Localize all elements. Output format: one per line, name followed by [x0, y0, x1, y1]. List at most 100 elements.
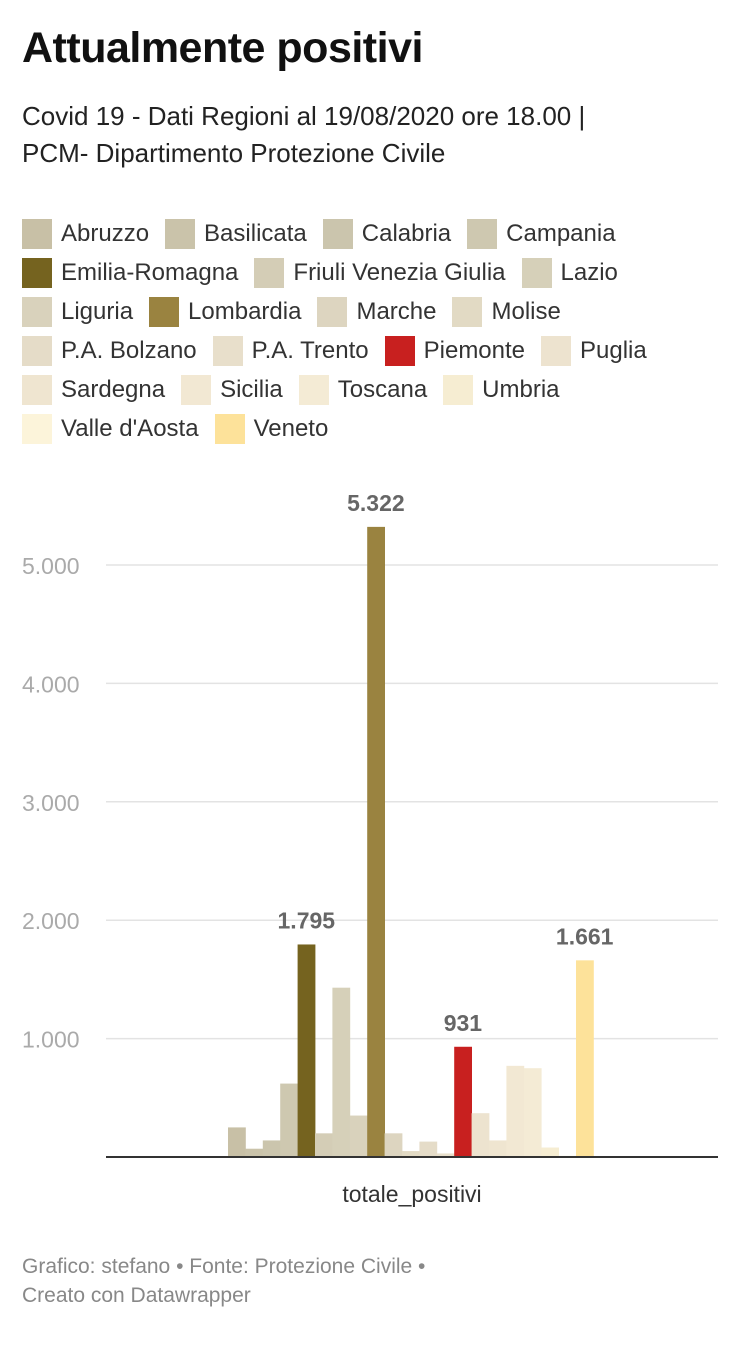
legend-swatch: [149, 296, 180, 327]
legend-label: Sicilia: [220, 375, 283, 403]
bar: [454, 1046, 472, 1157]
subtitle-line-1: Covid 19 - Dati Regioni al 19/08/2020 or…: [22, 101, 586, 131]
x-category-label: totale_positivi: [342, 1181, 481, 1207]
legend-item: Molise: [452, 292, 561, 331]
legend-label: Molise: [491, 297, 561, 325]
legend-swatch: [443, 374, 474, 405]
legend-item: P.A. Bolzano: [22, 331, 197, 370]
bar-chart-plot: 1.000 2.000 3.000 4.000 5.000 1.795 5.322 931 1.…: [22, 490, 718, 1207]
legend-label: Sardegna: [61, 375, 166, 403]
legend-swatch: [22, 374, 52, 405]
bar: [576, 960, 594, 1157]
bar: [228, 1127, 246, 1157]
bar: [506, 1065, 525, 1157]
legend-swatch: [22, 335, 52, 366]
legend-label: P.A. Bolzano: [61, 336, 197, 364]
legend-swatch: [317, 296, 348, 327]
legend-label: Basilicata: [204, 219, 307, 247]
legend-label: Emilia-Romagna: [61, 258, 239, 286]
legend-label: Marche: [356, 297, 437, 325]
legend-label: Liguria: [61, 297, 134, 325]
legend-swatch: [467, 218, 498, 249]
legend-swatch: [22, 296, 52, 327]
legend-label: Puglia: [580, 336, 647, 364]
y-tick-label: 4.000: [22, 671, 80, 697]
legend-item: Umbria: [443, 370, 560, 409]
bar: [367, 526, 385, 1157]
bar: [489, 1140, 507, 1157]
bar-value-label: 1.795: [278, 907, 336, 933]
bar-value-label: 1.661: [556, 923, 614, 949]
legend-swatch: [298, 374, 329, 405]
bar-value-label: 931: [444, 1010, 483, 1036]
legend-item: Veneto: [214, 409, 329, 448]
legend-label: Lombardia: [188, 297, 302, 325]
legend-swatch: [521, 257, 552, 288]
bar: [315, 1133, 333, 1157]
chart-footer: Grafico: stefano • Fonte: Protezione Civ…: [22, 1252, 582, 1310]
legend-item: Basilicata: [165, 214, 307, 253]
legend-label: Campania: [506, 219, 616, 247]
legend-label: Umbria: [482, 375, 560, 403]
subtitle-line-2: PCM- Dipartimento Protezione Civile: [22, 138, 446, 168]
chart-subtitle: Covid 19 - Dati Regioni al 19/08/2020 or…: [22, 98, 722, 172]
legend-item: Marche: [317, 292, 436, 331]
legend-label: Calabria: [361, 219, 452, 247]
bar: [245, 1148, 264, 1157]
legend-item: Calabria: [322, 214, 452, 253]
bar: [297, 944, 316, 1157]
legend-swatch: [181, 374, 212, 405]
legend-label: Valle d'Aosta: [61, 414, 199, 442]
bar-value-label: 5.322: [347, 490, 405, 516]
legend-label: Abruzzo: [61, 219, 150, 247]
y-tick-label: 2.000: [22, 908, 80, 934]
legend-item: Emilia-Romagna: [22, 253, 238, 292]
footer-credits: Grafico: stefano • Fonte: Protezione Civ…: [22, 1255, 426, 1278]
chart-title: Attualmente positivi: [22, 24, 423, 72]
bar: [349, 1115, 368, 1157]
legend-item: Lombardia: [149, 292, 301, 331]
legend-item: Sardegna: [22, 370, 165, 409]
legend-swatch: [254, 257, 285, 288]
y-tick-label: 3.000: [22, 790, 80, 816]
legend-label: Lazio: [560, 258, 618, 286]
legend-swatch: [22, 413, 52, 444]
legend-swatch: [214, 413, 245, 444]
bar: [436, 1153, 455, 1157]
bar: [402, 1151, 420, 1157]
bar: [523, 1068, 542, 1157]
bar: [280, 1083, 298, 1157]
bar: [332, 987, 351, 1157]
legend-swatch: [165, 218, 196, 249]
legend-label: Veneto: [253, 414, 329, 442]
legend-swatch: [212, 335, 243, 366]
legend-label: Toscana: [337, 375, 428, 403]
legend-item: P.A. Trento: [212, 331, 369, 370]
bar: [384, 1133, 403, 1157]
legend-swatch: [22, 257, 52, 288]
legend-swatch: [22, 218, 52, 249]
legend-label: P.A. Trento: [251, 336, 369, 364]
legend-item: Piemonte: [384, 331, 526, 370]
legend-item: Abruzzo: [22, 214, 149, 253]
legend-swatch: [541, 335, 572, 366]
legend-item: Valle d'Aosta: [22, 409, 199, 448]
legend-item: Liguria: [22, 292, 133, 331]
legend-swatch: [322, 218, 353, 249]
bar: [262, 1140, 281, 1157]
chart-legend: Abruzzo Basilicata Calabria Campania Emilia-…: [22, 214, 722, 448]
legend-swatch: [452, 296, 483, 327]
legend-label: Friuli Venezia Giulia: [293, 258, 506, 286]
legend-item: Puglia: [541, 331, 647, 370]
legend-item: Toscana: [298, 370, 428, 409]
bar: [541, 1147, 559, 1157]
legend-item: Friuli Venezia Giulia: [254, 253, 506, 292]
y-tick-label: 1.000: [22, 1027, 80, 1053]
legend-item: Campania: [467, 214, 616, 253]
legend-swatch: [384, 335, 415, 366]
legend-label: Piemonte: [423, 336, 526, 364]
bar: [471, 1113, 490, 1157]
legend-item: Sicilia: [181, 370, 283, 409]
bar: [419, 1141, 438, 1157]
legend-item: Lazio: [521, 253, 618, 292]
